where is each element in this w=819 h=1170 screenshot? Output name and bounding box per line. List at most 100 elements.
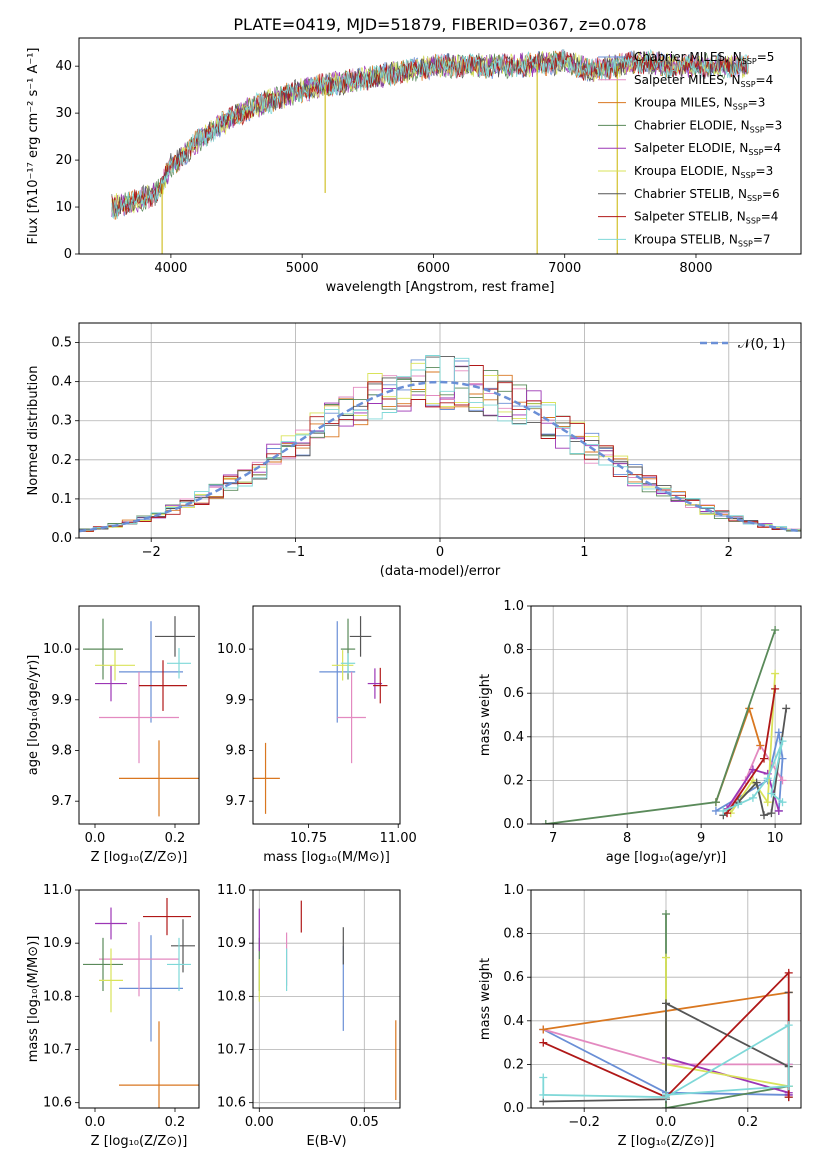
x-tick-label: 10	[767, 831, 784, 846]
weight-point-krou_elodie	[771, 669, 780, 678]
legend-label-chab_elodie: Chabrier ELODIE, NSSP=3	[634, 118, 782, 134]
weight-line-salp_elodie	[726, 768, 780, 812]
panel-weight_vs_Z: −0.2 0.0 0.2 0.0 0.2 0.4 0.6 0.8 1.0 Z [log₁₀(Z/Z…	[478, 883, 802, 1149]
y-tick-label: 9.8	[225, 743, 246, 758]
errorbar-krou_stelib	[167, 648, 191, 679]
y-tick-label: 10.6	[43, 1096, 72, 1111]
weight-point-salp_miles	[778, 776, 787, 785]
plot-area-age_vs_Z	[83, 616, 199, 817]
y-tick-label: 0.2	[503, 773, 524, 788]
weight-point-chab_elodie	[662, 1104, 670, 1108]
y-tick-label: 10.7	[217, 1043, 246, 1058]
x-tick-label: 2	[725, 545, 733, 560]
legend-label-krou_miles: Kroupa MILES, NSSP=3	[634, 96, 765, 112]
weight-point-krou_stelib	[767, 789, 776, 798]
legend-count: =3	[756, 164, 774, 178]
errorbar-chab_miles	[119, 621, 183, 723]
x-tick-label: 11.00	[380, 831, 417, 846]
y-tick-label: 0.4	[503, 730, 524, 745]
weight-point-chab_stelib	[760, 811, 769, 820]
weight-point-salp_stelib	[771, 684, 780, 693]
weight-point-salp_stelib	[539, 1038, 548, 1047]
y-tick-label: 30	[55, 106, 72, 121]
weight-point-krou_miles	[539, 1025, 548, 1034]
weight-point-chab_elodie	[541, 820, 550, 824]
legend-label-salp_elodie: Salpeter ELODIE, NSSP=4	[634, 141, 781, 157]
y-tick-label: 10.7	[43, 1043, 72, 1058]
y-tick-label: 0.0	[51, 531, 72, 546]
y-axis-label: mass [log₁₀(M/M⊙)]	[26, 936, 41, 1063]
x-axis-label: age [log₁₀(age/yr)]	[606, 850, 727, 865]
x-axis-label: wavelength [Angstrom, rest frame]	[326, 280, 555, 295]
x-tick-label: −2	[142, 545, 161, 560]
weight-point-chab_stelib	[662, 999, 670, 1008]
errorbar-krou_stelib	[167, 937, 191, 992]
y-tick-label: 0.3	[51, 414, 72, 429]
plot-area-spectrum	[111, 49, 749, 254]
legend-subscript: SSP	[748, 148, 763, 157]
legend-count: =3	[748, 96, 766, 110]
errorbar-chab_stelib	[349, 616, 372, 657]
y-tick-label: 0.1	[51, 492, 72, 507]
x-tick-label: 9	[697, 831, 705, 846]
panel-age_vs_Z: 0.0 0.2 9.7 9.8 9.9 10.0 Z [log₁₀(Z/Z⊙)] age [l…	[26, 605, 200, 865]
y-tick-label: 9.8	[51, 743, 72, 758]
legend-label-normal: 𝒩(0, 1)	[738, 337, 785, 352]
errorbar-krou_elodie	[99, 948, 123, 1013]
y-tick-label: 0.8	[503, 927, 524, 942]
legend-label-chab_miles: Chabrier MILES, NSSP=5	[634, 50, 774, 66]
legend-subscript: SSP	[742, 57, 757, 66]
errorbar-krou_elodie	[331, 650, 354, 681]
legend-count: =7	[753, 232, 771, 246]
legend-label-krou_stelib: Kroupa STELIB, NSSP=7	[634, 232, 771, 248]
y-axis-label: Flux [fλ10⁻¹⁷ erg cm⁻² s⁻¹ A⁻¹]	[26, 48, 41, 245]
y-tick-label: 10.9	[217, 936, 246, 951]
x-tick-label: 0.0	[656, 1115, 677, 1130]
y-tick-label: 0.6	[503, 686, 524, 701]
y-tick-label: 10.8	[43, 989, 72, 1004]
y-tick-label: 0	[64, 247, 72, 262]
errorbar-salp_miles	[99, 921, 179, 997]
weight-point-salp_elodie	[774, 806, 783, 815]
errorbar-chab_miles	[119, 935, 183, 1042]
y-tick-label: 10.6	[217, 1096, 246, 1111]
weight-point-krou_elodie	[662, 953, 670, 962]
plot-area-mass_vs_Z	[83, 897, 199, 1108]
x-axis-label: mass [log₁₀(M/M⊙)]	[263, 850, 390, 865]
y-tick-label: 9.9	[225, 693, 246, 708]
legend-subscript: SSP	[741, 80, 756, 89]
panel-residuals: −2 −1 0 1 2 0.0 0.1 0.2 0.3 0.4 0.5 (data-model)/er…	[26, 322, 802, 579]
errorbar-krou_miles	[119, 740, 199, 817]
spectrum-line-salp_stelib	[111, 51, 749, 217]
errorbar-chab_stelib	[171, 919, 195, 973]
weight-point-krou_stelib	[778, 798, 787, 807]
x-axis-label: Z [log₁₀(Z/Z⊙)]	[91, 850, 188, 865]
y-axis-label: mass weight	[478, 958, 493, 1040]
axes-frame	[530, 889, 802, 1109]
weight-point-krou_stelib	[539, 1073, 548, 1082]
axes-frame	[252, 889, 401, 1109]
x-tick-label: 7	[549, 831, 557, 846]
weight-point-salp_stelib	[784, 1093, 793, 1102]
x-tick-label: 0.05	[350, 1115, 379, 1130]
spectrum-line-krou_stelib	[111, 49, 749, 220]
plot-area-residuals	[79, 355, 801, 533]
weight-point-salp_stelib	[784, 968, 793, 977]
errorbar-chab_elodie	[83, 937, 123, 992]
weight-line-chab_elodie	[545, 629, 776, 824]
legend-subscript: SSP	[733, 103, 748, 112]
errorbar-salp_stelib	[143, 897, 191, 936]
weight-point-krou_stelib	[784, 1021, 793, 1030]
errorbar-salp_miles	[337, 671, 366, 764]
y-tick-label: 10.9	[43, 936, 72, 951]
axes-frame	[78, 605, 200, 825]
weight-point-chab_stelib	[767, 809, 776, 818]
weight-point-krou_stelib	[539, 1090, 548, 1099]
x-tick-label: 0.00	[245, 1115, 274, 1130]
x-tick-label: 4000	[154, 261, 187, 276]
x-tick-label: 8000	[679, 261, 712, 276]
x-tick-label: 0	[436, 545, 444, 560]
x-axis-label: (data-model)/error	[380, 564, 501, 579]
x-tick-label: −1	[286, 545, 305, 560]
y-axis-label: mass weight	[478, 674, 493, 756]
